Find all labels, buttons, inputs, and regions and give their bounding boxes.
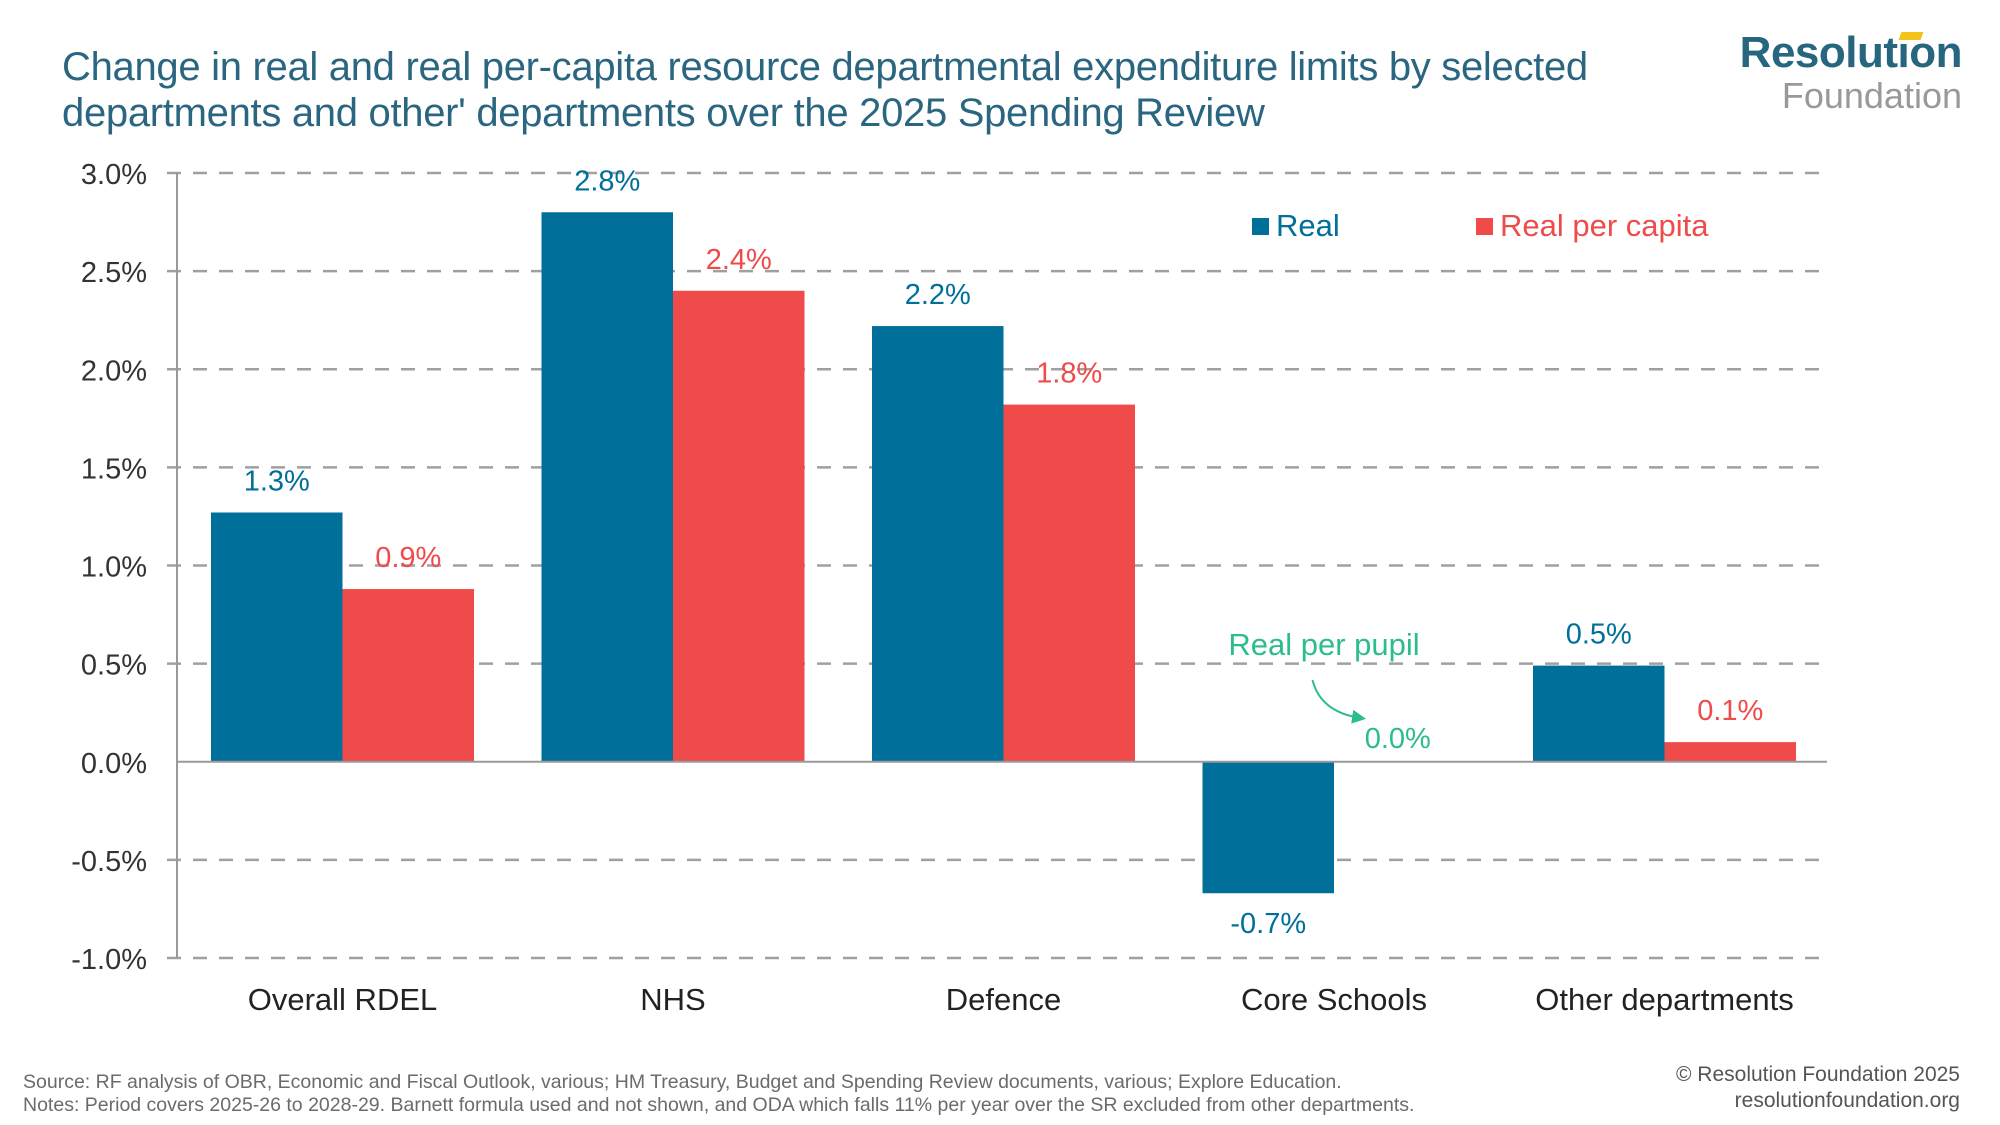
data-label: 2.4% (706, 244, 772, 276)
bar-real (1533, 665, 1665, 762)
logo-wordmark-top: Resolution (1739, 28, 1963, 77)
legend-label-2: Real per capita (1500, 208, 1709, 243)
resolution-foundation-logo: Resolution Foundation (1739, 28, 1963, 116)
bar-real-per-capita (1664, 742, 1796, 762)
data-labels: 1.3% 0.9% 2.8% 2.4% 2.2% 1.8% -0.7% 0.0% 0.5% 0.1… (244, 165, 1764, 940)
axes: -1.0% -0.5% 0.0% 0.5% 1.0% 1.5% 2.0% 2.5% 3.0% Ov… (71, 159, 1827, 1017)
data-label: -0.7% (1230, 908, 1306, 940)
legend: Real Real per capita (1252, 208, 1709, 243)
data-label: 1.3% (244, 466, 310, 498)
website-link[interactable]: resolutionfoundation.org (1734, 1089, 1960, 1112)
notes-text: Notes: Period covers 2025-26 to 2028-29.… (23, 1094, 1415, 1116)
logo-line-1: Resolution (1739, 28, 1963, 77)
copyright-text: © Resolution Foundation 2025 (1675, 1063, 1960, 1086)
annotation-label: Real per pupil (1228, 627, 1419, 662)
bar-real-per-capita (1003, 404, 1135, 762)
y-tick-label: 1.0% (81, 552, 147, 584)
bar-real (541, 212, 673, 762)
legend-label-1: Real (1276, 208, 1340, 243)
y-tick-label: 0.0% (81, 748, 147, 780)
chart-title-line-1: Change in real and real per-capita resou… (62, 45, 1588, 89)
data-label: 2.8% (574, 165, 640, 197)
x-category-label: Core Schools (1241, 982, 1427, 1017)
y-tick-label: -0.5% (71, 846, 147, 878)
x-category-label: Other departments (1535, 982, 1793, 1017)
legend-swatch-1 (1252, 218, 1269, 235)
data-label: 0.0% (1365, 723, 1431, 755)
y-tick-label: 3.0% (81, 159, 147, 191)
x-category-label: NHS (640, 982, 705, 1017)
footer-credit: © Resolution Foundation 2025 resolutionf… (1676, 1062, 1960, 1114)
data-label: 1.8% (1036, 358, 1102, 390)
data-label: 0.9% (375, 542, 441, 574)
logo-line-2: Foundation (1781, 75, 1962, 116)
footer-notes: Source: RF analysis of OBR, Economic and… (23, 1071, 1414, 1117)
x-category-label: Overall RDEL (248, 982, 438, 1017)
y-tick-label: -1.0% (71, 944, 147, 976)
source-text: Source: RF analysis of OBR, Economic and… (23, 1071, 1342, 1093)
bars (211, 212, 1796, 894)
gridlines (167, 171, 1827, 960)
data-label: 2.2% (905, 279, 971, 311)
bar-real-per-capita (342, 589, 474, 762)
annotation-arrow-icon (1311, 679, 1367, 724)
chart-title: Change in real and real per-capita resou… (62, 44, 1722, 136)
bar-real (872, 326, 1004, 762)
x-category-label: Defence (946, 982, 1061, 1017)
y-tick-label: 1.5% (81, 453, 147, 485)
y-tick-label: 2.0% (81, 355, 147, 387)
y-tick-label: 2.5% (81, 257, 147, 289)
bar-real (211, 512, 343, 762)
chart-title-line-2: departments and other' departments over … (62, 91, 1265, 135)
data-label: 0.5% (1566, 619, 1632, 651)
y-tick-label: 0.5% (81, 650, 147, 682)
bar-real-per-capita (673, 290, 805, 762)
annotation: Real per pupil (1228, 627, 1420, 724)
data-label: 0.1% (1697, 695, 1763, 727)
bar-real (1202, 761, 1334, 894)
legend-swatch-2 (1476, 218, 1493, 235)
